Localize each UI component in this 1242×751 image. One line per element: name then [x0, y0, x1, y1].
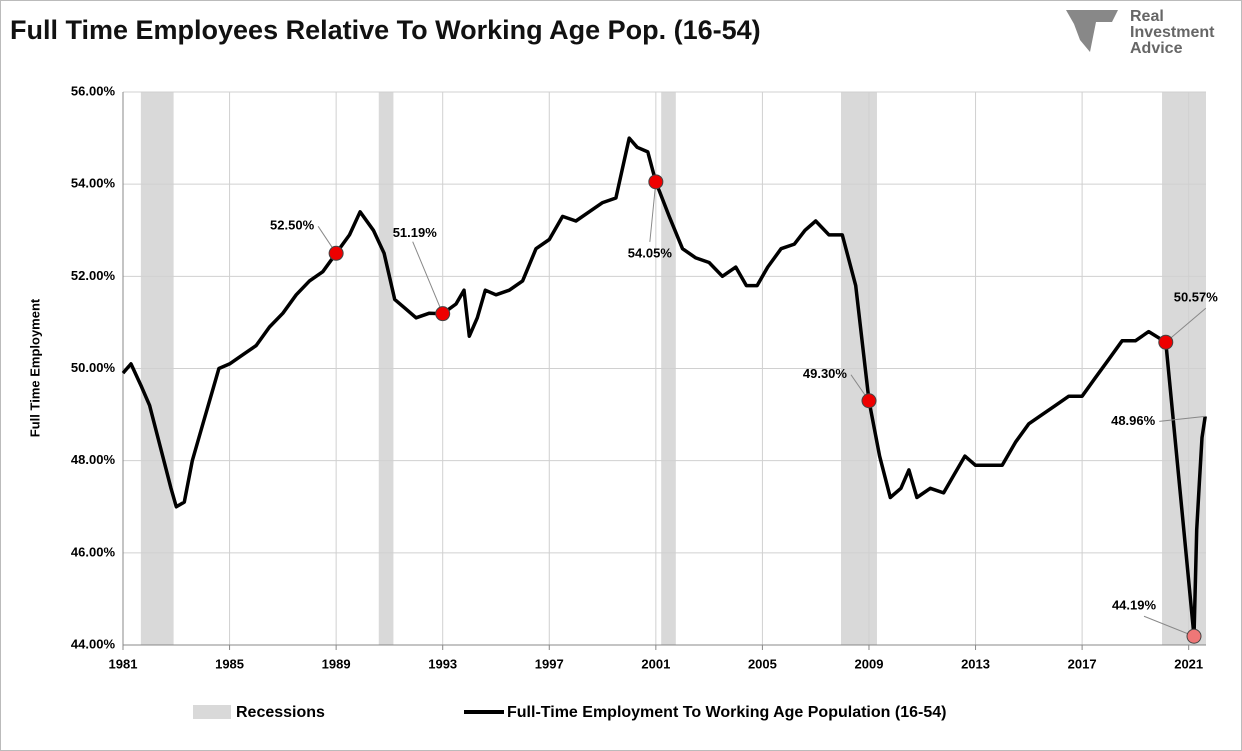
- annotation-leader: [649, 181, 657, 242]
- x-tick-label: 1981: [109, 656, 138, 671]
- annotation-dot: [435, 306, 451, 322]
- annotation-dot: [648, 174, 664, 190]
- annotation-dot: [1186, 628, 1202, 644]
- x-tick-label: 2013: [961, 656, 990, 671]
- x-tick-label: 2005: [748, 656, 777, 671]
- x-tick-label: 1997: [535, 656, 564, 671]
- annotation-leader: [1143, 615, 1195, 637]
- legend-label: Full-Time Employment To Working Age Popu…: [507, 704, 946, 721]
- legend-label: Recessions: [236, 704, 325, 721]
- annotation-dot: [1158, 334, 1174, 350]
- logo-icon: [1066, 10, 1118, 52]
- logo-text: Investment: [1130, 24, 1215, 41]
- x-tick-label: 2009: [855, 656, 884, 671]
- y-tick-label: 56.00%: [71, 83, 116, 98]
- y-tick-label: 52.00%: [71, 268, 116, 283]
- annotation-dot: [861, 393, 877, 409]
- line-series: [121, 136, 1207, 638]
- annotation-label: 51.19%: [393, 225, 438, 240]
- x-tick-label: 1985: [215, 656, 244, 671]
- annotation-label: 44.19%: [1112, 598, 1157, 613]
- annotation-label: 52.50%: [270, 218, 315, 233]
- y-tick-label: 46.00%: [71, 544, 116, 559]
- annotation-label: 54.05%: [628, 245, 673, 260]
- x-tick-label: 2001: [641, 656, 670, 671]
- x-tick-label: 1989: [322, 656, 351, 671]
- x-tick-label: 2017: [1068, 656, 1097, 671]
- chart-title: Full Time Employees Relative To Working …: [10, 15, 761, 45]
- annotation-leader: [1159, 415, 1206, 422]
- legend-swatch: [193, 705, 231, 719]
- x-tick-label: 2021: [1174, 656, 1203, 671]
- annotation-label: 48.96%: [1111, 413, 1156, 428]
- annotation-leader: [412, 241, 444, 314]
- x-tick-label: 1993: [428, 656, 457, 671]
- annotation-label: 49.30%: [803, 366, 848, 381]
- y-tick-label: 48.00%: [71, 452, 116, 467]
- logo-text: Real: [1130, 8, 1164, 25]
- y-axis-label: Full Time Employment: [27, 298, 42, 437]
- y-tick-label: 44.00%: [71, 636, 116, 651]
- annotation-label: 50.57%: [1174, 290, 1219, 305]
- y-tick-label: 50.00%: [71, 360, 116, 375]
- annotation-dot: [328, 245, 344, 261]
- annotation-leader: [1165, 307, 1207, 343]
- y-tick-label: 54.00%: [71, 176, 116, 191]
- logo-text: Advice: [1130, 40, 1183, 57]
